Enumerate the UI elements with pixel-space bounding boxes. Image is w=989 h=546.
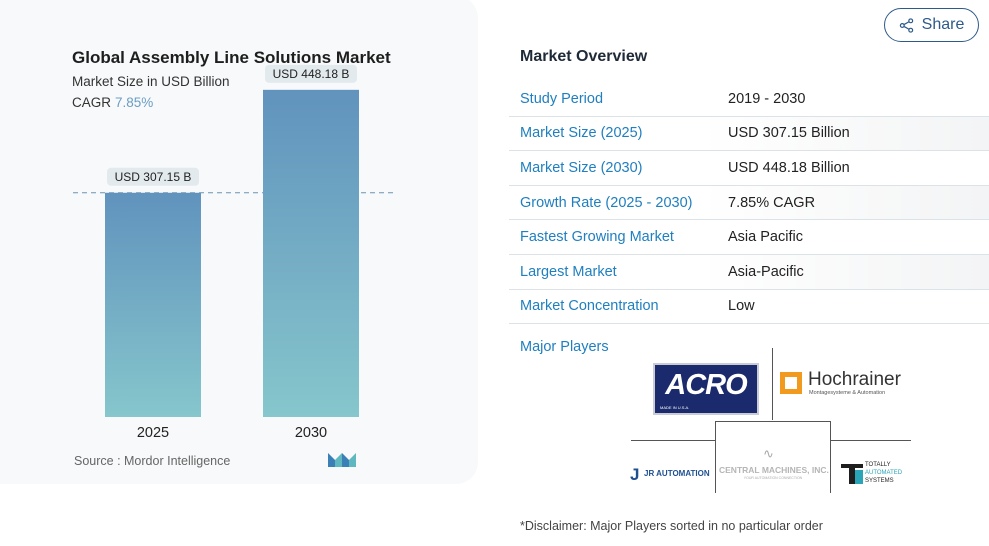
chart-title: Global Assembly Line Solutions Market (72, 48, 391, 67)
hochrainer-h-icon (780, 372, 802, 394)
overview-row: Market Concentration Low (509, 290, 989, 325)
overview-value: Asia-Pacific (728, 263, 804, 280)
central-machines-logo[interactable]: ∿ CENTRAL MACHINES, INC. YOUR AUTOMATION… (719, 446, 829, 486)
overview-key[interactable]: Growth Rate (2025 - 2030) (520, 194, 693, 211)
chart-subtitle: Market Size in USD Billion (72, 74, 230, 89)
grid-divider (631, 440, 716, 441)
grid-divider (715, 421, 716, 493)
jr-automation-logo[interactable]: J JR AUTOMATION (630, 464, 716, 484)
overview-title: Market Overview (520, 48, 648, 65)
central-machines-tagline: YOUR AUTOMATION CONNECTION (743, 476, 803, 480)
hochrainer-logo-text: Hochrainer (808, 369, 901, 390)
grid-divider (830, 421, 831, 493)
data-label-bg (107, 167, 199, 186)
data-label-bg (265, 64, 357, 83)
overview-key[interactable]: Market Size (2025) (520, 125, 643, 142)
cagr-line: CAGR 7.85% (72, 95, 153, 110)
tas-line-1: TOTALLY (865, 462, 891, 468)
central-machines-mark-icon: ∿ (763, 446, 774, 461)
hochrainer-logo-tagline: Montagesysteme & Automation (809, 390, 886, 396)
share-button[interactable]: Share (884, 8, 979, 42)
chart: USD 307.15 B 2025 USD 448.18 B 2030 (73, 64, 393, 441)
overview-value: 2019 - 2030 (728, 90, 806, 107)
overview-value: Asia Pacific (728, 229, 803, 246)
overview-key[interactable]: Fastest Growing Market (520, 229, 674, 246)
grid-divider (772, 348, 773, 420)
tas-line-3: SYSTEMS (865, 478, 894, 484)
x-tick-label: 2030 (295, 425, 327, 441)
tas-line-2: AUTOMATED (865, 470, 903, 476)
overview-row: Market Size (2030) USD 448.18 Billion (509, 151, 989, 186)
overview-key[interactable]: Market Size (2030) (520, 159, 643, 176)
major-players-title[interactable]: Major Players (520, 339, 609, 355)
overview-key[interactable]: Largest Market (520, 263, 617, 280)
overview-key[interactable]: Study Period (520, 90, 604, 107)
grid-divider (715, 421, 831, 422)
overview-row: Market Size (2025) USD 307.15 Billion (509, 116, 989, 152)
hochrainer-logo[interactable]: Hochrainer Montagesysteme & Automation (780, 369, 915, 401)
x-tick-label: 2025 (137, 425, 169, 441)
overview-row: Study Period 2019 - 2030 (509, 82, 989, 117)
acro-logo-tagline: MADE IN U.S.A. (660, 405, 690, 410)
data-label: USD 448.18 B (273, 67, 350, 81)
share-icon (899, 17, 913, 33)
mordor-logo-icon (328, 453, 356, 467)
overview-table: Study Period 2019 - 2030 Market Size (202… (509, 82, 989, 325)
overview-value: USD 307.15 Billion (728, 125, 850, 142)
disclaimer: *Disclaimer: Major Players sorted in no … (520, 519, 823, 533)
overview-value: 7.85% CAGR (728, 194, 816, 211)
share-label: Share (921, 16, 965, 33)
overview-row: Growth Rate (2025 - 2030) 7.85% CAGR (509, 185, 989, 221)
data-label: USD 307.15 B (115, 170, 192, 184)
overview-value: USD 448.18 Billion (728, 159, 850, 176)
chart-source: Source : Mordor Intelligence (74, 454, 231, 468)
cagr-label: CAGR (72, 95, 112, 110)
overview-key[interactable]: Market Concentration (520, 298, 659, 315)
acro-logo-text: ACRO (665, 369, 747, 401)
tas-mark-icon (841, 464, 863, 484)
chart-bar[interactable] (105, 192, 201, 417)
central-machines-logo-text: CENTRAL MACHINES, INC. (719, 465, 829, 475)
overview-row: Largest Market Asia-Pacific (509, 254, 989, 290)
acro-logo[interactable]: ACRO MADE IN U.S.A. (653, 363, 759, 415)
overview-row: Fastest Growing Market Asia Pacific (509, 220, 989, 255)
totally-automated-systems-logo[interactable]: TOTALLY AUTOMATED SYSTEMS (841, 462, 911, 488)
grid-divider (831, 440, 911, 441)
jr-automation-mark-icon: J (630, 465, 640, 484)
overview-value: Low (728, 298, 755, 315)
chart-bar[interactable] (263, 89, 359, 417)
chart-card: USD 307.15 B 2025 USD 448.18 B 2030 Global … (0, 0, 478, 484)
jr-automation-logo-text: JR AUTOMATION (644, 469, 710, 478)
cagr-value: 7.85% (115, 95, 154, 110)
